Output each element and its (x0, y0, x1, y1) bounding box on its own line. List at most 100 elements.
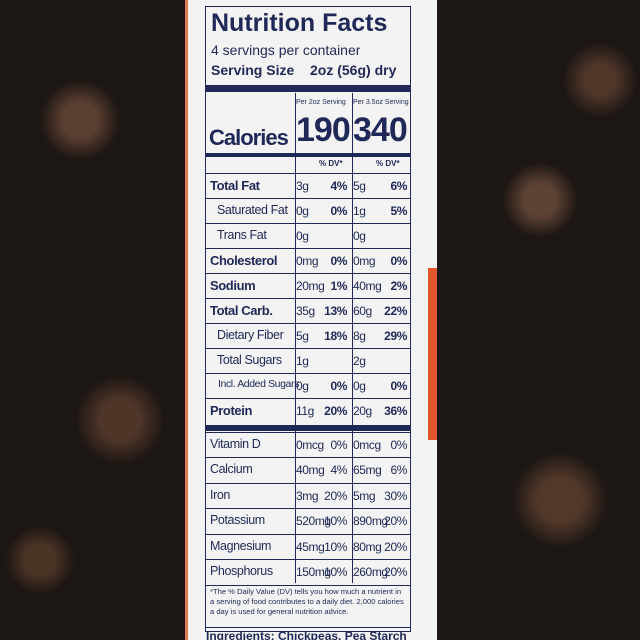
nutrient-name: Dietary Fiber (217, 328, 284, 342)
daily-value: 1% (330, 279, 347, 293)
nutrient-name: Protein (210, 403, 252, 418)
thick-rule (206, 85, 410, 92)
daily-value: 20% (324, 488, 347, 503)
amount: 65mg (353, 463, 382, 478)
daily-value: 20% (384, 565, 407, 579)
rule (206, 273, 410, 274)
nutrient-name: Saturated Fat (217, 203, 288, 217)
servings: 4 servings per container (211, 42, 361, 58)
daily-value: 0% (330, 204, 347, 218)
daily-value: 0% (390, 438, 407, 452)
title: Nutrition Facts (211, 9, 388, 37)
amount: 8g (353, 329, 366, 343)
daily-value: 30% (384, 488, 407, 503)
amount: 0mcg (296, 438, 324, 452)
amount: 45mg (296, 539, 325, 554)
nutrition-label: Nutrition Facts 4 servings per container… (205, 6, 411, 632)
daily-value: 20% (384, 539, 407, 554)
daily-value: 5% (390, 204, 407, 218)
amount: 5g (296, 329, 309, 343)
ingredients: Ingredients: Chickpeas, Pea Starch (206, 629, 407, 640)
column-rule (295, 93, 296, 583)
rule (206, 398, 410, 399)
column-rule (352, 93, 353, 583)
amount: 5g (353, 179, 366, 193)
amount: 0mg (296, 254, 319, 268)
amount: 35g (296, 304, 315, 318)
daily-value: 0% (330, 438, 347, 452)
daily-value: 0% (330, 254, 347, 268)
amount: 260mg (353, 565, 388, 579)
rule (206, 173, 410, 174)
calories-label: Calories (209, 125, 289, 150)
nutrient-name: Total Sugars (217, 353, 282, 367)
amount: 80mg (353, 539, 382, 554)
column-header: Per 3.5oz Serving (353, 99, 409, 106)
daily-value: 4% (330, 463, 347, 478)
nutrient-name: Incl. Added Sugars (218, 378, 299, 390)
rule (206, 533, 410, 535)
rule (206, 559, 410, 560)
amount: 0mg (353, 254, 376, 268)
daily-value: 6% (390, 179, 407, 193)
dv-header: % DV* (319, 159, 343, 168)
footnote: *The % Daily Value (DV) tells you how mu… (210, 587, 404, 616)
amount: 60g (353, 304, 372, 318)
daily-value: 6% (390, 463, 407, 478)
nutrient-name: Total Fat (210, 178, 260, 193)
nutrient-name: Calcium (210, 462, 253, 477)
rule (206, 627, 410, 628)
daily-value: 20% (384, 514, 407, 529)
amount: 5mg (353, 488, 376, 503)
daily-value: 22% (384, 304, 407, 318)
rule (206, 248, 410, 249)
rule (206, 223, 410, 224)
amount: 0g (353, 379, 366, 393)
nutrient-name: Cholesterol (210, 253, 278, 268)
rule (206, 508, 410, 510)
daily-value: 0% (390, 254, 407, 268)
rule (206, 457, 410, 459)
column-header: Per 2oz Serving (296, 99, 346, 106)
nutrient-name: Vitamin D (210, 437, 261, 451)
serving-size-label: Serving Size (211, 62, 295, 78)
nutrient-name: Magnesium (210, 538, 272, 553)
rule (206, 323, 410, 324)
thick-rule (206, 425, 410, 431)
calories-value: 340 (353, 111, 408, 149)
amount: 0g (296, 379, 309, 393)
daily-value: 10% (324, 565, 347, 579)
daily-value: 29% (384, 329, 407, 343)
amount: 40mg (353, 279, 382, 293)
orange-stripe (428, 268, 437, 440)
amount: 2g (353, 354, 366, 368)
medium-rule (206, 153, 410, 157)
amount: 150mg (296, 565, 331, 579)
amount: 11g (296, 404, 314, 418)
daily-value: 10% (324, 514, 347, 529)
daily-value: 18% (324, 329, 347, 343)
rule (206, 432, 410, 433)
amount: 3g (296, 179, 309, 193)
rule (206, 373, 410, 374)
dv-header: % DV* (376, 159, 400, 168)
nutrient-name: Phosphorus (210, 564, 273, 578)
nutrient-name: Sodium (210, 278, 256, 293)
amount: 1g (296, 354, 309, 368)
daily-value: 13% (324, 304, 347, 318)
amount: 3mg (296, 488, 319, 503)
amount: 20mg (296, 279, 325, 293)
amount: 520mg (296, 514, 331, 529)
rule (206, 482, 410, 484)
daily-value: 2% (390, 279, 407, 293)
daily-value: 0% (330, 379, 347, 393)
daily-value: 4% (330, 179, 347, 193)
rule (206, 198, 410, 199)
daily-value: 0% (390, 379, 407, 393)
nutrient-name: Trans Fat (217, 228, 267, 242)
daily-value: 20% (324, 404, 347, 418)
rule (206, 348, 410, 349)
daily-value: 36% (384, 404, 407, 418)
amount: 0g (296, 204, 309, 218)
